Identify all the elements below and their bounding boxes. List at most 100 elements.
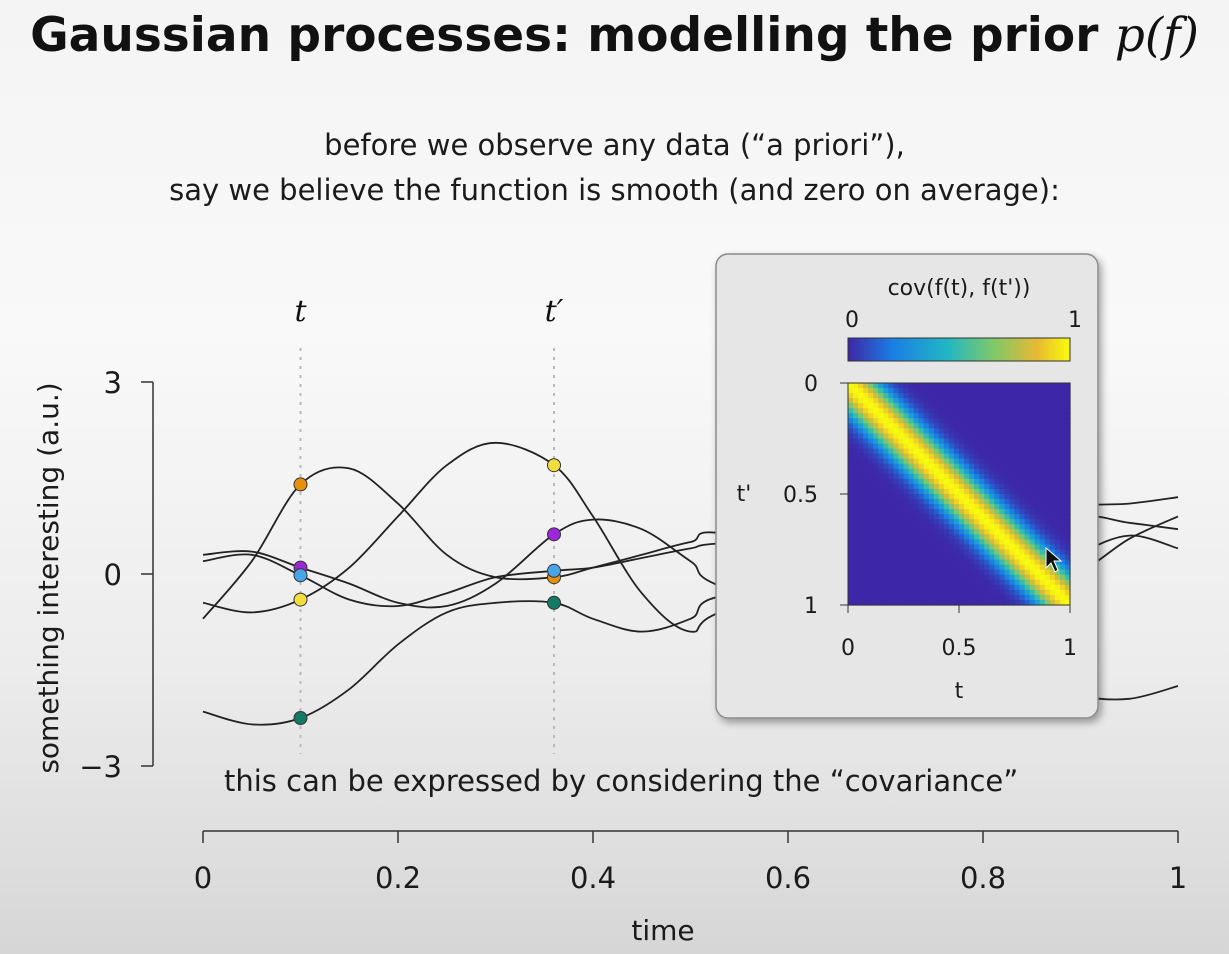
heatmap-cell <box>1024 478 1031 485</box>
heatmap-cell <box>953 599 960 606</box>
heatmap-cell <box>853 413 859 419</box>
heatmap-cell <box>1034 569 1041 576</box>
heatmap-cell <box>964 494 970 500</box>
heatmap-cell <box>984 423 990 430</box>
heatmap-cell <box>863 453 869 460</box>
heatmap-cell <box>1034 468 1041 475</box>
heatmap-cell <box>943 529 950 535</box>
heatmap-cell <box>1049 539 1056 546</box>
colorbar-max-label: 1 <box>1068 308 1082 333</box>
heatmap-cell <box>883 388 889 394</box>
heatmap-cell <box>984 418 990 424</box>
heatmap-cell <box>923 579 930 586</box>
heatmap-cell <box>923 438 930 445</box>
heatmap-cell <box>943 519 950 525</box>
heatmap-cell <box>853 534 859 541</box>
heatmap-cell <box>943 559 950 566</box>
heatmap-cell <box>974 589 980 596</box>
heatmap-cell <box>903 579 910 586</box>
heatmap-cell <box>948 388 955 394</box>
heatmap-cell <box>928 504 935 510</box>
heatmap-cell <box>964 549 970 556</box>
heatmap-cell <box>898 564 905 571</box>
heatmap-cell <box>1024 448 1031 455</box>
heatmap-cell <box>984 393 990 399</box>
heatmap-cell <box>928 438 935 445</box>
heatmap-cell <box>979 549 985 556</box>
heatmap-cell <box>964 499 970 505</box>
heatmap-cell <box>1029 544 1036 551</box>
heatmap-cell <box>848 478 854 485</box>
heatmap-cell <box>964 468 970 475</box>
heatmap-cell <box>848 539 854 546</box>
heatmap-cell <box>1044 408 1051 414</box>
heatmap-cell <box>1004 544 1011 551</box>
heatmap-cell <box>1039 443 1046 450</box>
heatmap-cell <box>928 569 935 576</box>
heatmap-cell <box>1009 544 1016 551</box>
heatmap-cell <box>959 539 965 546</box>
heatmap-cell <box>989 524 995 530</box>
heatmap-cell <box>903 383 910 389</box>
heatmap-cell <box>893 534 900 541</box>
heatmap-cell <box>1019 458 1026 465</box>
heatmap-cell <box>853 403 859 409</box>
heatmap-cell <box>853 468 859 475</box>
heatmap-cell <box>1034 453 1041 460</box>
heatmap-cell <box>923 463 930 470</box>
heatmap-cell <box>979 499 985 505</box>
heatmap-cell <box>1009 483 1016 490</box>
heatmap-cell <box>873 544 879 551</box>
heatmap-cell <box>908 453 915 460</box>
heatmap-cell <box>964 519 970 525</box>
heatmap-cell <box>959 554 965 561</box>
heatmap-cell <box>999 534 1006 541</box>
heatmap-cell <box>1054 418 1061 424</box>
heatmap-cell <box>883 519 889 525</box>
heatmap-cell <box>943 539 950 546</box>
heatmap-cell <box>984 539 990 546</box>
heatmap-cell <box>888 564 895 571</box>
subtitle-line-2: say we believe the function is smooth (a… <box>169 173 1060 207</box>
heatmap-cell <box>918 559 925 566</box>
heatmap-cell <box>1039 393 1046 399</box>
heatmap-cell <box>868 584 874 591</box>
heatmap-cell <box>989 579 995 586</box>
heatmap-cell <box>1049 589 1056 596</box>
heatmap-cell <box>848 564 854 571</box>
heatmap-cell <box>948 423 955 430</box>
heatmap-cell <box>933 524 940 530</box>
heatmap-cell <box>883 594 889 601</box>
heatmap-cell <box>999 544 1006 551</box>
heatmap-cell <box>868 423 874 430</box>
heatmap-cell <box>918 494 925 500</box>
heatmap-cell <box>933 499 940 505</box>
heatmap-cell <box>1034 504 1041 510</box>
heatmap-cell <box>868 544 874 551</box>
heatmap-cell <box>999 473 1006 480</box>
heatmap-cell <box>848 559 854 566</box>
heatmap-cell <box>1029 549 1036 556</box>
heatmap-cell <box>969 534 975 541</box>
heatmap-cell <box>858 408 864 414</box>
heatmap-cell <box>1064 488 1071 495</box>
heatmap-cell <box>1059 413 1066 419</box>
heatmap-cell <box>923 398 930 404</box>
heatmap-cell <box>903 393 910 399</box>
heatmap-cell <box>1039 383 1046 389</box>
heatmap-cell <box>953 549 960 556</box>
heatmap-cell <box>893 408 900 414</box>
heatmap-cell <box>933 564 940 571</box>
heatmap-cell <box>948 494 955 500</box>
heatmap-cell <box>923 574 930 581</box>
heatmap-cell <box>999 438 1006 445</box>
heatmap-cell <box>853 529 859 535</box>
heatmap-cell <box>928 443 935 450</box>
heatmap-cell <box>918 438 925 445</box>
heatmap-cell <box>964 408 970 414</box>
heatmap-cell <box>913 413 920 419</box>
heatmap-cell <box>1054 519 1061 525</box>
heatmap-cell <box>933 519 940 525</box>
heatmap-cell <box>903 519 910 525</box>
heatmap-cell <box>878 569 884 576</box>
